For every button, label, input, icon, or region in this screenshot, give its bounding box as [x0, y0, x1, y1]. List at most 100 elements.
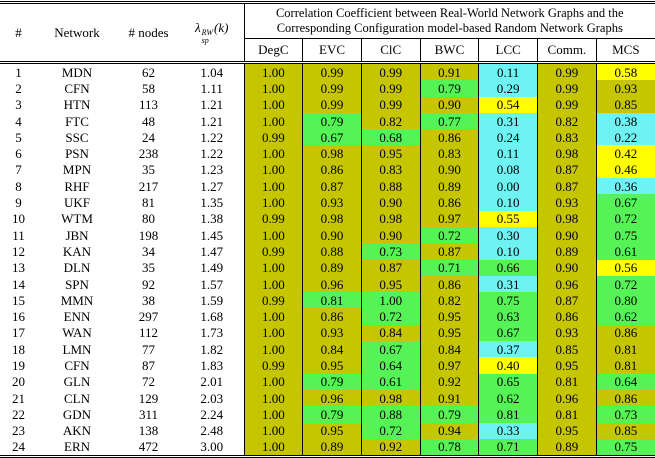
- network-name: JBN: [37, 227, 117, 243]
- correlation-cell-lcc: 0.31: [479, 113, 538, 129]
- correlation-cell-lcc: 0.24: [479, 129, 538, 145]
- correlation-cell-evc: 0.79: [303, 113, 362, 129]
- lambda-value: 1.47: [180, 243, 244, 259]
- correlation-cell-bwc: 0.79: [420, 406, 479, 422]
- correlation-cell-clc: 0.95: [361, 276, 420, 292]
- correlation-cell-comm: 0.99: [538, 97, 597, 113]
- correlation-cell-clc: 0.61: [361, 374, 420, 390]
- correlation-cell-mcs: 0.72: [596, 276, 655, 292]
- correlation-cell-clc: 0.82: [361, 113, 420, 129]
- correlation-cell-degc: 1.00: [244, 113, 303, 129]
- network-name: WTM: [37, 211, 117, 227]
- correlation-cell-comm: 0.89: [538, 243, 597, 259]
- network-name: DLN: [37, 260, 117, 276]
- row-number: 5: [0, 129, 37, 145]
- correlation-cell-lcc: 0.10: [479, 194, 538, 210]
- correlation-cell-bwc: 0.72: [420, 227, 479, 243]
- correlation-cell-bwc: 0.84: [420, 341, 479, 357]
- correlation-cell-clc: 0.88: [361, 178, 420, 194]
- correlation-cell-bwc: 0.92: [420, 374, 479, 390]
- correlation-cell-comm: 0.87: [538, 162, 597, 178]
- correlation-cell-evc: 0.98: [303, 145, 362, 161]
- correlation-cell-comm: 0.96: [538, 276, 597, 292]
- correlation-cell-degc: 1.00: [244, 97, 303, 113]
- correlation-cell-clc: 0.90: [361, 194, 420, 210]
- correlation-cell-clc: 0.95: [361, 145, 420, 161]
- correlation-cell-clc: 0.87: [361, 260, 420, 276]
- correlation-cell-mcs: 0.22: [596, 129, 655, 145]
- correlation-cell-degc: 1.00: [244, 390, 303, 406]
- correlation-cell-clc: 0.73: [361, 243, 420, 259]
- node-count: 48: [117, 113, 180, 129]
- network-name: ENN: [37, 308, 117, 324]
- correlation-cell-bwc: 0.79: [420, 80, 479, 96]
- correlation-cell-clc: 0.98: [361, 390, 420, 406]
- correlation-cell-comm: 0.81: [538, 406, 597, 422]
- lambda-value: 1.22: [180, 145, 244, 161]
- network-name: HTN: [37, 97, 117, 113]
- correlation-cell-degc: 1.00: [244, 260, 303, 276]
- node-count: 35: [117, 162, 180, 178]
- correlation-cell-lcc: 0.54: [479, 97, 538, 113]
- row-number: 2: [0, 80, 37, 96]
- correlation-cell-bwc: 0.86: [420, 129, 479, 145]
- correlation-cell-mcs: 0.56: [596, 260, 655, 276]
- lambda-value: 1.83: [180, 357, 244, 373]
- lambda-value: 2.48: [180, 423, 244, 439]
- node-count: 34: [117, 243, 180, 259]
- node-count: 472: [117, 439, 180, 457]
- correlation-cell-degc: 1.00: [244, 194, 303, 210]
- correlation-cell-degc: 1.00: [244, 63, 303, 81]
- row-number: 18: [0, 341, 37, 357]
- row-number: 14: [0, 276, 37, 292]
- correlation-cell-mcs: 0.38: [596, 113, 655, 129]
- correlation-cell-bwc: 0.89: [420, 178, 479, 194]
- correlation-cell-degc: 1.00: [244, 406, 303, 422]
- correlation-cell-lcc: 0.40: [479, 357, 538, 373]
- correlation-cell-lcc: 0.11: [479, 63, 538, 81]
- row-number: 3: [0, 97, 37, 113]
- node-count: 138: [117, 423, 180, 439]
- correlation-cell-mcs: 0.72: [596, 211, 655, 227]
- correlation-cell-lcc: 0.08: [479, 162, 538, 178]
- correlation-cell-lcc: 0.67: [479, 325, 538, 341]
- node-count: 35: [117, 260, 180, 276]
- group-title: Correlation Coefficient between Real-Wor…: [244, 3, 655, 39]
- row-number: 23: [0, 423, 37, 439]
- row-number: 17: [0, 325, 37, 341]
- col-header-number: #: [0, 3, 37, 63]
- col-header-comm: Comm.: [538, 39, 597, 63]
- correlation-cell-degc: 1.00: [244, 325, 303, 341]
- correlation-cell-lcc: 0.63: [479, 308, 538, 324]
- correlation-cell-evc: 0.79: [303, 374, 362, 390]
- correlation-cell-clc: 0.72: [361, 308, 420, 324]
- correlation-cell-comm: 0.95: [538, 357, 597, 373]
- network-name: CLN: [37, 390, 117, 406]
- lambda-value: 1.57: [180, 276, 244, 292]
- correlation-cell-comm: 0.90: [538, 227, 597, 243]
- correlation-cell-lcc: 0.30: [479, 227, 538, 243]
- correlation-cell-clc: 0.72: [361, 423, 420, 439]
- correlation-cell-mcs: 0.75: [596, 227, 655, 243]
- node-count: 92: [117, 276, 180, 292]
- network-name: KAN: [37, 243, 117, 259]
- node-count: 80: [117, 211, 180, 227]
- correlation-cell-evc: 0.96: [303, 276, 362, 292]
- correlation-cell-clc: 0.99: [361, 80, 420, 96]
- lambda-value: 1.21: [180, 113, 244, 129]
- correlation-cell-mcs: 0.93: [596, 80, 655, 96]
- correlation-cell-mcs: 0.36: [596, 178, 655, 194]
- correlation-cell-comm: 0.83: [538, 129, 597, 145]
